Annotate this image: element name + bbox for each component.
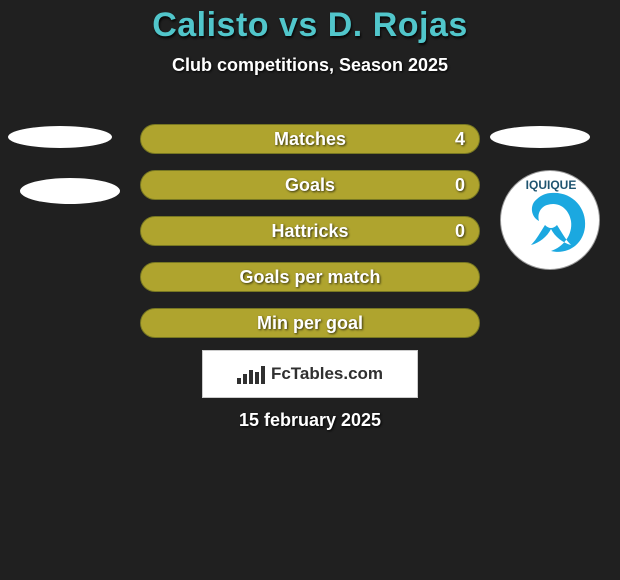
stat-value: 0 xyxy=(455,175,465,196)
team-logo-label: IQUIQUE xyxy=(526,178,577,192)
stat-label: Min per goal xyxy=(257,313,363,334)
stat-row: Goals 0 xyxy=(140,170,480,200)
stat-row: Min per goal xyxy=(140,308,480,338)
stat-value: 4 xyxy=(455,129,465,150)
stat-row: Goals per match xyxy=(140,262,480,292)
ftables-label: FcTables.com xyxy=(271,364,383,384)
stat-row: Hattricks 0 xyxy=(140,216,480,246)
player-left-ellipse xyxy=(20,178,120,204)
stat-label: Hattricks xyxy=(271,221,348,242)
stat-label: Matches xyxy=(274,129,346,150)
stat-label: Goals per match xyxy=(239,267,380,288)
date-line: 15 february 2025 xyxy=(0,410,620,431)
bar-chart-icon xyxy=(237,364,265,384)
page-title: Calisto vs D. Rojas xyxy=(0,6,620,45)
ftables-badge: FcTables.com xyxy=(202,350,418,398)
dragon-icon: IQUIQUE xyxy=(501,171,600,270)
subtitle: Club competitions, Season 2025 xyxy=(0,55,620,76)
player-left-ellipse xyxy=(8,126,112,148)
team-logo: IQUIQUE xyxy=(500,170,600,270)
stat-label: Goals xyxy=(285,175,335,196)
stats-block: Matches 4 Goals 0 Hattricks 0 Goals per match M… xyxy=(140,124,480,354)
stat-value: 0 xyxy=(455,221,465,242)
player-right-ellipse xyxy=(490,126,590,148)
stat-row: Matches 4 xyxy=(140,124,480,154)
